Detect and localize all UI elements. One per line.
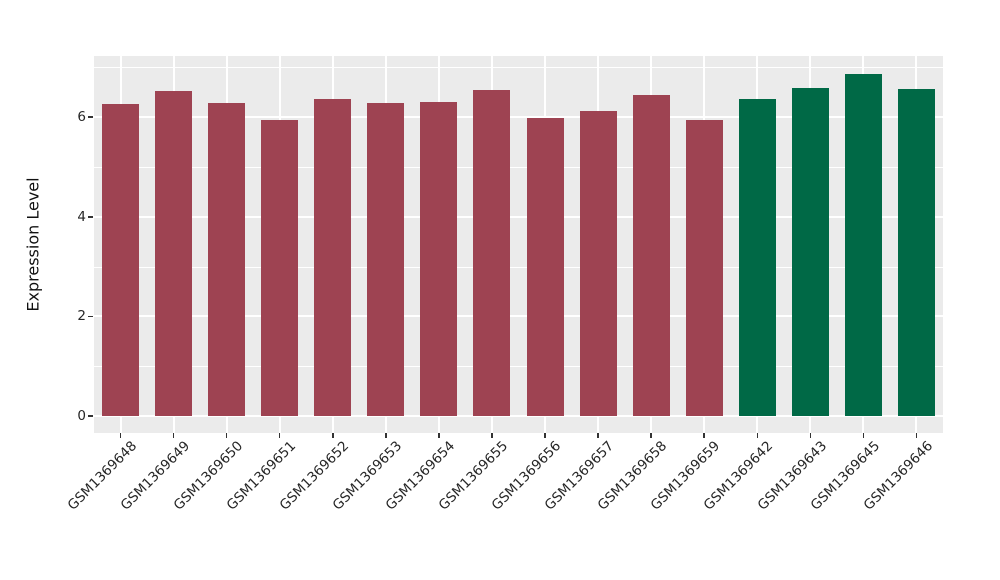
x-tick-mark-GSM1369653	[385, 433, 387, 438]
bar-GSM1369651	[261, 119, 299, 416]
y-tick-label-0: 0	[77, 408, 86, 424]
bar-GSM1369648	[102, 104, 140, 416]
x-tick-mark-GSM1369658	[650, 433, 652, 438]
x-tick-mark-GSM1369645	[862, 433, 865, 438]
gridline-minor-y-7	[94, 67, 943, 69]
x-tick-mark-GSM1369643	[809, 433, 812, 438]
x-tick-mark-GSM1369659	[703, 433, 705, 438]
x-tick-mark-GSM1369657	[597, 433, 599, 438]
x-tick-mark-GSM1369654	[438, 433, 440, 438]
gridline-major-y-4	[94, 215, 943, 218]
gridline-minor-y-1	[94, 366, 943, 368]
bar-GSM1369649	[155, 90, 193, 416]
y-tick-label-2: 2	[77, 308, 86, 325]
bar-GSM1369653	[367, 102, 405, 416]
y-tick-mark-6	[88, 116, 93, 118]
bar-GSM1369646	[897, 88, 935, 416]
y-tick-mark-4	[88, 216, 93, 218]
x-tick-mark-GSM1369642	[756, 433, 759, 438]
y-tick-label-6: 6	[77, 109, 86, 126]
x-tick-mark-GSM1369656	[544, 433, 546, 438]
bar-GSM1369650	[208, 103, 246, 416]
gridline-major-y-0	[94, 415, 943, 417]
x-tick-mark-GSM1369652	[332, 433, 334, 438]
bar-GSM1369642	[738, 98, 776, 416]
bar-GSM1369645	[844, 73, 882, 416]
x-tick-mark-GSM1369646	[915, 433, 918, 438]
bar-GSM1369655	[473, 90, 511, 416]
bar-GSM1369656	[526, 117, 564, 416]
x-tick-mark-GSM1369650	[225, 433, 228, 438]
bar-GSM1369658	[632, 95, 670, 416]
bar-GSM1369654	[420, 101, 458, 416]
bar-GSM1369652	[314, 98, 352, 416]
x-tick-mark-GSM1369651	[278, 433, 281, 438]
bar-GSM1369657	[579, 111, 617, 416]
x-tick-mark-GSM1369649	[172, 433, 175, 438]
y-axis: Expression Level	[14, 56, 52, 433]
gridline-minor-y-3	[94, 266, 943, 268]
y-tick-label-4: 4	[77, 208, 86, 225]
x-tick-mark-GSM1369655	[491, 433, 493, 438]
gridline-major-y-6	[94, 116, 943, 119]
x-tick-mark-GSM1369648	[119, 433, 122, 438]
plot-panel	[94, 56, 943, 433]
gridline-minor-y-5	[94, 167, 943, 168]
gridline-major-y-2	[94, 315, 943, 318]
y-tick-mark-0	[88, 415, 93, 417]
bar-GSM1369643	[791, 88, 829, 416]
bar-GSM1369659	[685, 120, 723, 416]
y-tick-mark-2	[88, 315, 93, 318]
y-axis-title: Expression Level	[23, 177, 43, 312]
